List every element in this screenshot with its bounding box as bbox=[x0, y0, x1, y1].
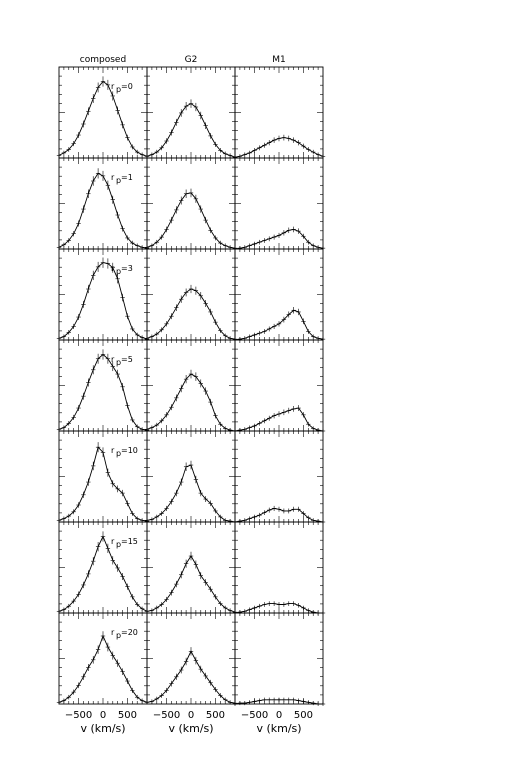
x-tick-label: 500 bbox=[294, 710, 313, 721]
row-label-subscript: p bbox=[116, 176, 121, 185]
profile-line bbox=[146, 192, 236, 249]
column-title: G2 bbox=[185, 55, 198, 65]
panel-frame bbox=[146, 521, 236, 614]
panel-G2-row-3 bbox=[144, 248, 238, 342]
row-label: r bbox=[111, 628, 115, 637]
row-label-value: =15 bbox=[121, 537, 138, 546]
panel-frame bbox=[234, 66, 324, 159]
row-label-subscript: p bbox=[116, 631, 121, 640]
panel-G2-row-1 bbox=[144, 66, 238, 160]
row-label: r bbox=[111, 355, 115, 364]
panel-frame bbox=[146, 612, 236, 705]
profile-line bbox=[146, 103, 236, 158]
profile-line bbox=[58, 535, 148, 612]
panel-G2-row-6 bbox=[144, 521, 238, 615]
panel-M1-row-1 bbox=[232, 66, 326, 160]
panel-G2-row-7 bbox=[144, 612, 238, 706]
profile-line bbox=[58, 446, 148, 522]
panel-frame bbox=[146, 66, 236, 159]
panel-frame bbox=[234, 612, 324, 705]
row-label-subscript: p bbox=[116, 540, 121, 549]
x-tick-label: −500 bbox=[241, 710, 268, 721]
panel-composed-row-6 bbox=[56, 521, 150, 614]
row-label-value: =0 bbox=[121, 82, 133, 91]
panel-G2-row-4 bbox=[144, 339, 238, 433]
row-label-value: =1 bbox=[121, 173, 133, 182]
row-label: r bbox=[111, 173, 115, 182]
x-tick-label: 0 bbox=[100, 710, 106, 721]
x-tick-label: −500 bbox=[65, 710, 92, 721]
panel-frame bbox=[58, 430, 148, 523]
panel-frame bbox=[234, 339, 324, 432]
profile-line bbox=[58, 172, 148, 249]
row-label-value: =20 bbox=[121, 628, 138, 637]
profile-line bbox=[58, 80, 148, 157]
panel-frame bbox=[146, 339, 236, 432]
column-title: composed bbox=[80, 55, 126, 65]
row-label: r bbox=[111, 82, 115, 91]
panel-M1-row-2 bbox=[232, 157, 326, 251]
profile-line bbox=[58, 262, 148, 340]
x-tick-label: 0 bbox=[276, 710, 282, 721]
panel-M1-row-7 bbox=[232, 612, 326, 706]
panel-M1-row-6 bbox=[232, 521, 326, 615]
panel-composed-row-4 bbox=[56, 339, 150, 433]
x-axis-label: v (km/s) bbox=[168, 722, 213, 735]
profile-line bbox=[146, 373, 236, 432]
panel-M1-row-4 bbox=[232, 339, 326, 433]
panel-composed-row-1 bbox=[56, 66, 150, 159]
x-axis-label: v (km/s) bbox=[80, 722, 125, 735]
panel-frame bbox=[146, 248, 236, 341]
column-title: M1 bbox=[272, 55, 286, 65]
panel-M1-row-5 bbox=[232, 430, 326, 524]
panel-G2-row-2 bbox=[144, 157, 238, 251]
panel-composed-row-2 bbox=[56, 157, 150, 251]
x-tick-label: 500 bbox=[118, 710, 137, 721]
panel-composed-row-3 bbox=[56, 248, 150, 342]
panel-frame bbox=[146, 157, 236, 250]
row-label: r bbox=[111, 537, 115, 546]
panel-frame bbox=[146, 430, 236, 523]
row-label: r bbox=[111, 446, 115, 455]
row-label-value: =3 bbox=[121, 264, 133, 273]
profile-line bbox=[146, 288, 236, 340]
row-label-subscript: p bbox=[116, 358, 121, 367]
profile-line bbox=[58, 353, 148, 431]
row-label-subscript: p bbox=[116, 267, 121, 276]
row-label-subscript: p bbox=[116, 85, 121, 94]
x-tick-label: −500 bbox=[153, 710, 180, 721]
panel-G2-row-5 bbox=[144, 430, 238, 524]
panel-composed-row-5 bbox=[56, 430, 150, 524]
x-tick-label: 500 bbox=[206, 710, 225, 721]
panel-frame bbox=[234, 521, 324, 614]
panel-M1-row-3 bbox=[232, 248, 326, 342]
row-label-value: =5 bbox=[121, 355, 133, 364]
panel-composed-row-7 bbox=[56, 612, 150, 705]
x-axis-label: v (km/s) bbox=[256, 722, 301, 735]
row-label-value: =10 bbox=[121, 446, 138, 455]
row-label: r bbox=[111, 264, 115, 273]
x-tick-label: 0 bbox=[188, 710, 194, 721]
row-label-subscript: p bbox=[116, 449, 121, 458]
